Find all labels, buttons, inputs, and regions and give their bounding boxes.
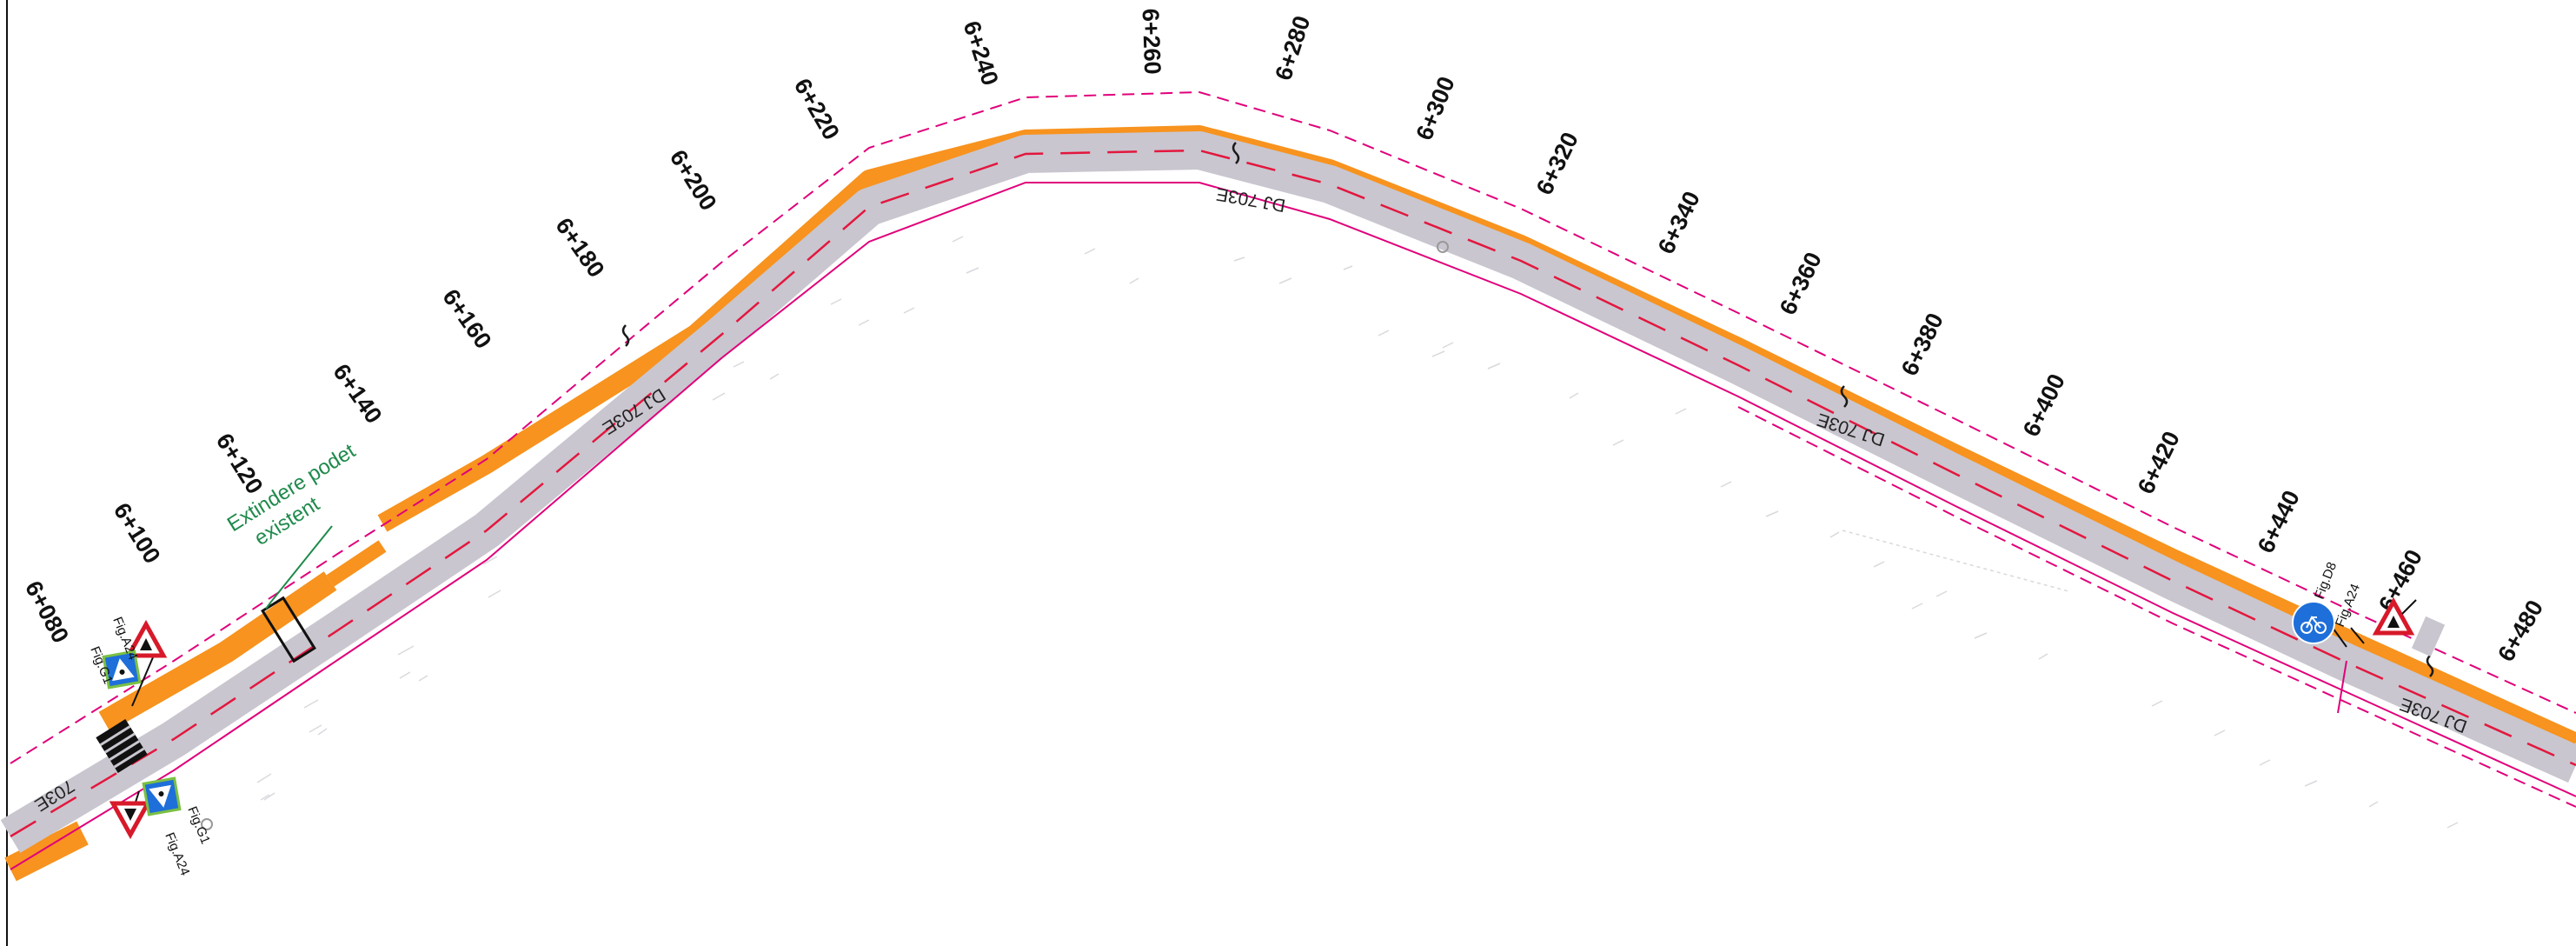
driveway-access	[2411, 616, 2446, 657]
chainage-label: 6+420	[2133, 427, 2185, 497]
sign-group-south-west: Fig.G1 Fig.A24	[109, 776, 213, 877]
bicycle-sign-icon	[2292, 601, 2335, 644]
planting-symbols	[621, 142, 2434, 677]
chainage-label: 6+080	[20, 576, 74, 647]
chainage-label: 6+160	[437, 284, 496, 353]
chainage-label: 6+100	[109, 498, 166, 568]
chainage-label: 6+220	[789, 74, 845, 144]
give-way-sign-icon	[124, 619, 168, 658]
sidewalk	[4, 125, 2576, 882]
chainage-label: 6+260	[1138, 8, 1166, 75]
chainage-label: 6+380	[1896, 309, 1949, 379]
carriageway	[10, 150, 2576, 836]
road-centerline	[9, 149, 2576, 838]
chainage-label: 6+120	[211, 429, 269, 498]
sign-group-north-west: Fig.A24 Fig.G1	[87, 615, 168, 707]
chainage-label: 6+140	[328, 359, 387, 428]
chainage-label: 6+240	[959, 18, 1004, 89]
chainage-label: 6+360	[1775, 248, 1827, 318]
sign-group-east: Fig.D8 Fig.A24	[2292, 560, 2446, 657]
road-name-labels: 703E DJ 703E DJ 703E DJ 703E DJ 703E	[31, 183, 2470, 815]
sign-label-a24: Fig.A24	[162, 830, 192, 877]
sign-label-d8: Fig.D8	[2312, 560, 2340, 601]
culvert	[261, 596, 316, 663]
chainage-label: 6+480	[2493, 596, 2548, 666]
manhole-icon	[201, 818, 213, 830]
chainage-label: 6+180	[550, 213, 609, 282]
chainage-label: 6+200	[665, 145, 722, 215]
give-way-sign-icon	[109, 801, 152, 840]
chainage-label: 6+460	[2374, 545, 2427, 616]
pedestrian-crossing-sign-icon	[142, 776, 182, 816]
right-of-way-boundaries	[10, 90, 2576, 870]
chainage-label: 6+340	[1653, 187, 1705, 257]
chainage-label: 6+300	[1411, 73, 1460, 144]
pedestrian-crossing-sign-icon	[102, 650, 142, 690]
chainage-label: 6+400	[2018, 370, 2070, 440]
sign-label-a24: Fig.A24	[2333, 582, 2363, 629]
give-way-sign-icon	[2372, 596, 2415, 636]
chainage-label: 6+440	[2253, 486, 2305, 556]
manhole-icon	[1437, 241, 1449, 253]
sign-label-g1: Fig.G1	[184, 804, 213, 846]
existing-survey-hatching	[256, 236, 2459, 829]
chainage-label: 6+320	[1531, 128, 1583, 198]
pedestrian-crossing	[96, 719, 148, 773]
chainage-label: 6+280	[1270, 13, 1315, 83]
